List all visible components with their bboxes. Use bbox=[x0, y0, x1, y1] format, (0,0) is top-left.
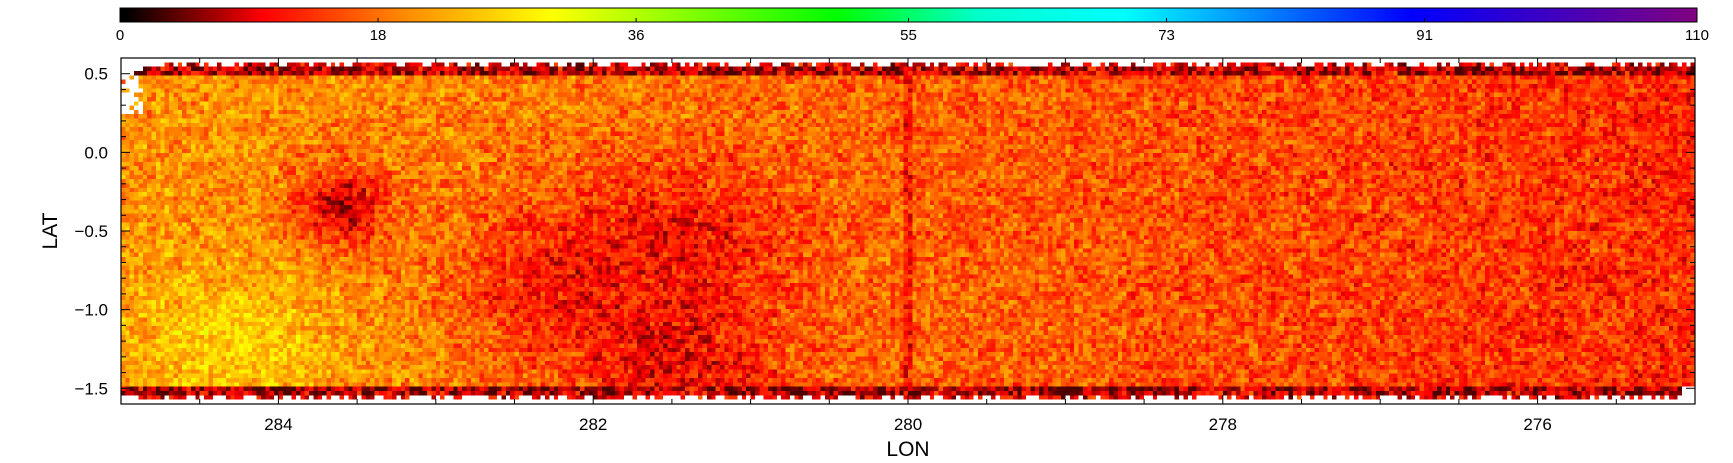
colorbar-tick-label: 18 bbox=[370, 27, 387, 44]
x-tick-label: 276 bbox=[1523, 415, 1551, 434]
y-tick-label: 0.5 bbox=[84, 65, 108, 84]
colorbar-ticks bbox=[119, 18, 1698, 22]
y-tick-labels: 0.5 0.0 −0.5 −1.0 −1.5 bbox=[74, 65, 108, 399]
colorbar-tick-label: 55 bbox=[900, 27, 917, 44]
y-axis-label: LAT bbox=[39, 212, 62, 249]
y-tick-label: −0.5 bbox=[74, 222, 108, 241]
axis-ticks bbox=[120, 57, 1696, 405]
y-tick-label: 0.0 bbox=[84, 143, 108, 162]
colorbar-tick-label: 36 bbox=[628, 27, 645, 44]
colorbar-tick-label: 110 bbox=[1685, 27, 1709, 44]
x-tick-label: 284 bbox=[264, 415, 292, 434]
x-tick-label: 282 bbox=[579, 415, 607, 434]
colorbar-tick-label: 0 bbox=[116, 27, 124, 44]
x-tick-label: 280 bbox=[894, 415, 922, 434]
colorbar-tick-label: 91 bbox=[1416, 27, 1433, 44]
heatmap-image bbox=[121, 58, 1695, 404]
colorbar-tick-label: 73 bbox=[1158, 27, 1175, 44]
x-tick-labels: 284 282 280 278 276 bbox=[264, 415, 1552, 434]
x-axis-label: LON bbox=[886, 438, 929, 461]
y-tick-label: −1.0 bbox=[74, 301, 108, 320]
colorbar: 0 18 36 55 73 91 110 bbox=[116, 7, 1709, 44]
heatmap-area bbox=[121, 58, 1695, 404]
colorbar-labels: 0 18 36 55 73 91 110 bbox=[116, 27, 1709, 44]
y-tick-label: −1.5 bbox=[74, 379, 108, 398]
x-tick-label: 278 bbox=[1209, 415, 1237, 434]
